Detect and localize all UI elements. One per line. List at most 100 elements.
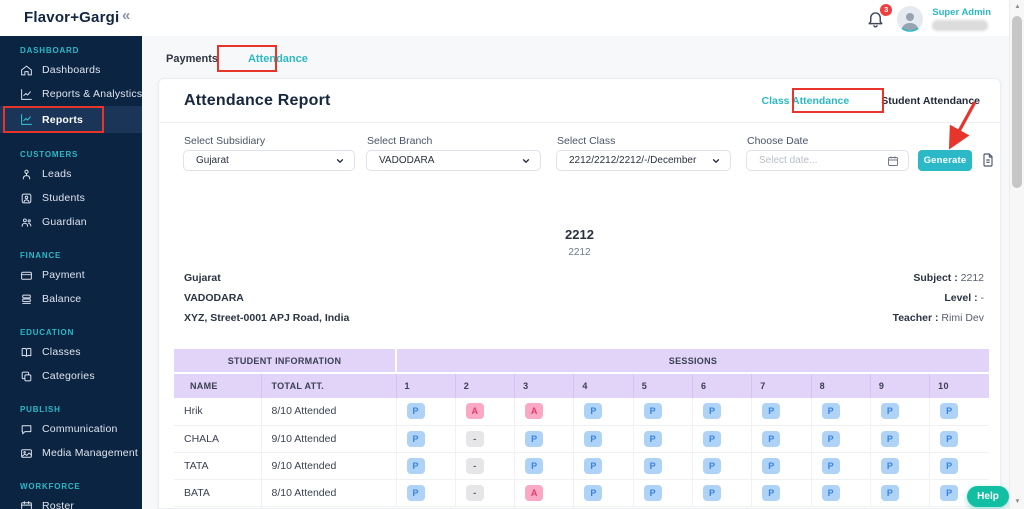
sidebar-item-categories[interactable]: Categories [0,364,142,388]
class-value: 2212/2212/2212/-/December [569,155,697,166]
subsidiary-label: Select Subsidiary [184,135,266,147]
app-logo: Flavor+Gargi [24,9,120,26]
session-cell: P [573,398,634,426]
sidebar-item-media-management[interactable]: Media Management [0,441,142,465]
branch-label: Select Branch [367,135,433,147]
sidebar-item-balance[interactable]: Balance [0,287,142,311]
present-badge: P [406,484,425,501]
sidebar-nav: DASHBOARD Dashboards Reports & Analystics R… [0,42,142,509]
sidebar-item-reports-analystics[interactable]: Reports & Analystics [0,82,142,106]
notification-bell-icon[interactable]: 3 [866,3,893,32]
chevron-down-icon [712,158,720,163]
page-title: Attendance Report [184,91,331,109]
session-cell: P [395,452,456,480]
scrollbar-thumb[interactable] [1012,16,1022,188]
guardian-icon [21,217,32,227]
group-header-sessions: SESSIONS [394,349,990,374]
sidebar-item-reports[interactable]: Reports [0,106,142,133]
user-icon [901,13,919,32]
date-input[interactable]: Select date... [746,150,909,171]
column-header-name: NAME [174,373,261,398]
present-badge: P [584,403,603,420]
session-cell: P [751,479,812,507]
tab-student-attendance[interactable]: Student Attendance [881,94,980,107]
sidebar-item-label: Leads [42,168,72,180]
report-teacher: Teacher : Rimi Dev [892,312,984,324]
sidebar: DASHBOARD Dashboards Reports & Analystics R… [0,36,142,509]
report-info-right: Subject : 2212 Level : - Teacher : Rimi … [893,272,984,324]
column-header-total: TOTAL ATT. [260,373,396,398]
session-cell: - [454,452,515,480]
card-header: Attendance Report Class Attendance Stude… [159,79,1000,123]
sidebar-item-leads[interactable]: Leads [0,162,142,186]
report-address: XYZ, Street-0001 APJ Road, India [184,312,350,324]
sidebar-item-label: Classes [42,346,81,358]
copy-icon [21,371,32,381]
table-row: TATA 9/10 Attended P - P P P P P P P P [174,452,990,480]
present-badge: P [702,457,721,474]
sidebar-item-guardian[interactable]: Guardian [0,210,142,234]
sidebar-item-roster[interactable]: Roster [0,494,142,509]
user-role[interactable]: Super Admin [932,6,991,18]
tab-class-attendance[interactable]: Class Attendance [761,94,850,107]
sidebar-item-payment[interactable]: Payment [0,263,142,287]
sidebar-item-students[interactable]: Students [0,186,142,210]
column-header-session-8: 8 [810,373,871,398]
session-cell: P [810,398,871,426]
leads-icon [22,169,31,179]
media-icon [21,448,32,458]
session-cell: P [632,425,693,453]
table-columns-row: NAME TOTAL ATT. 1 2 3 4 5 6 7 8 9 10 [174,373,990,398]
branch-value: VADODARA [379,155,435,166]
report-class-name: 2212 [565,227,594,242]
column-header-session-2: 2 [454,373,515,398]
session-cell: P [869,398,930,426]
present-badge: P [821,430,840,447]
total-attendance: 9/10 Attended [260,452,396,480]
user-block[interactable]: Super Admin [932,7,991,31]
sidebar-item-label: Roster [42,500,75,509]
present-badge: P [880,403,899,420]
chart-icon [21,88,32,100]
session-cell: P [395,479,456,507]
sidebar-item-dashboards[interactable]: Dashboards [0,58,142,82]
scroll-down-icon[interactable]: ▼ [1014,498,1021,505]
present-badge: P [525,457,544,474]
tab-attendance[interactable]: Attendance [247,52,308,65]
sidebar-item-label: Payment [42,269,85,281]
student-name: Hrik [174,398,261,426]
sidebar-item-label: Guardian [42,216,87,228]
class-label: Select Class [557,135,616,147]
table-row: BATA 8/10 Attended P - A P P P P P P P [174,479,990,507]
subsidiary-select[interactable]: Gujarat [183,150,355,171]
class-select[interactable]: 2212/2212/2212/-/December [556,150,731,171]
session-cell: P [869,425,930,453]
sidebar-item-communication[interactable]: Communication [0,417,142,441]
sidebar-item-classes[interactable]: Classes [0,340,142,364]
tab-payments[interactable]: Payments [166,52,218,65]
session-cell: A [454,398,515,426]
present-badge: P [880,430,899,447]
avatar[interactable] [897,6,924,32]
present-badge: P [702,484,721,501]
no-session-badge: - [465,430,484,447]
generate-button[interactable]: Generate [918,150,972,171]
session-cell: P [929,398,990,426]
total-attendance: 8/10 Attended [260,398,396,426]
scrollbar[interactable]: ▲ ▼ [1009,0,1024,509]
present-badge: P [821,457,840,474]
scroll-up-icon[interactable]: ▲ [1014,3,1021,10]
table-row: Hrik 8/10 Attended P A A P P P P P P P [174,398,990,426]
present-badge: P [762,457,781,474]
session-cell: P [514,425,574,453]
session-cell: P [573,452,634,480]
session-cell: P [929,452,990,480]
student-name: TATA [174,452,261,480]
export-report-icon[interactable] [980,151,996,169]
no-session-badge: - [465,484,484,501]
branch-select[interactable]: VADODARA [366,150,541,171]
help-button[interactable]: Help [967,486,1009,507]
sidebar-collapse-icon[interactable]: « [122,7,131,24]
column-header-session-10: 10 [929,373,990,398]
chat-icon [21,424,32,434]
